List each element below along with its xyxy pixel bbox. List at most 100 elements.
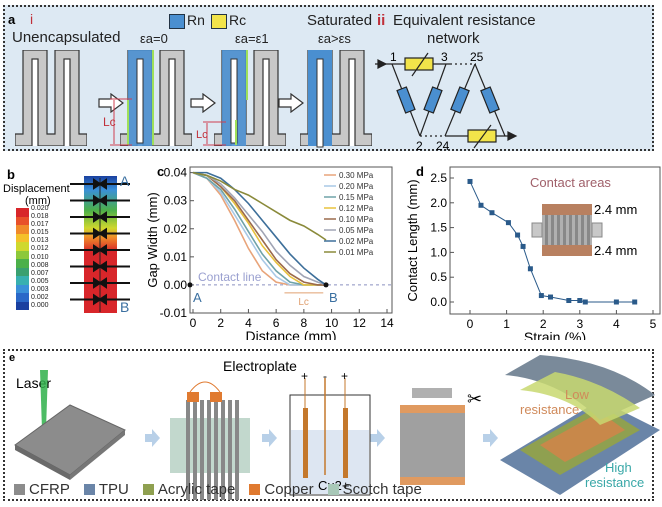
panel-a-drawing: Lc Lc: [0, 0, 518, 153]
panel-a-letter: a: [8, 12, 16, 27]
colorbar-tick: 0.015: [31, 229, 49, 237]
x-tick-label: 6: [273, 316, 280, 330]
meander-unencapsulated: [15, 50, 87, 147]
plot-frame: [449, 166, 661, 315]
electrode-sign: -: [323, 369, 327, 383]
y-tick-label: -0.01: [160, 306, 188, 320]
point-a-label: A: [193, 290, 202, 305]
x-tick-label: 2: [217, 316, 224, 330]
x-tick-label: 4: [245, 316, 252, 330]
legend-label: 0.12 MPa: [339, 204, 374, 213]
data-point: [613, 299, 619, 305]
material-legend: CFRP TPU Acrylic tape Copper Scotch tape: [14, 481, 422, 498]
colorbar-tick: 0.018: [31, 213, 49, 221]
high-resistance-label-1: High: [605, 460, 632, 475]
legend-label: Copper: [264, 481, 314, 498]
colorbar-tick: 0.003: [31, 285, 49, 293]
colorbar-segment: [16, 301, 29, 310]
data-point: [632, 299, 638, 305]
cfrp-plate: [14, 404, 126, 476]
legend-swatch: [327, 484, 339, 495]
data-point: [566, 298, 572, 304]
colorbar-segment: [16, 250, 29, 259]
colorbar-ticks: 0.020 0.018 0.017 0.015 0.013 0.012 0.010 0.008…: [31, 205, 49, 310]
data-point: [538, 293, 544, 299]
x-tick-label: 1: [503, 317, 510, 331]
colorbar: [16, 208, 29, 310]
node-1: 1: [390, 50, 397, 64]
x-axis-label: Distance (mm): [245, 328, 336, 340]
y-tick-label: 0.03: [164, 194, 188, 208]
legend-item: Copper: [249, 481, 314, 498]
series-line: [192, 171, 327, 286]
y-tick-label: 0.0: [430, 295, 447, 309]
panel-a-sub-ii: ii: [377, 12, 386, 29]
resistance-network: [375, 52, 518, 149]
x-tick-label: 12: [353, 316, 367, 330]
electroplate-bath: [289, 378, 371, 496]
stage-label-unencapsulated: Unencapsulated: [12, 29, 121, 46]
node-25: 25: [470, 50, 484, 64]
assembled-sensor: [500, 355, 660, 495]
y-tick-label: 0.00: [164, 278, 188, 292]
stage-label-saturated: εa>εs: [318, 31, 351, 46]
colorbar-tick: 0.020: [31, 205, 49, 212]
stage-label-strain-zero: εa=0: [140, 31, 168, 46]
panel-d-letter: d: [416, 164, 424, 179]
plated-electrode: [400, 388, 465, 485]
network-title-1: Equivalent resistance: [393, 12, 536, 29]
data-point: [582, 299, 588, 305]
legend-label: 0.10 MPa: [339, 215, 374, 224]
colorbar-tick: 0.005: [31, 277, 49, 285]
chart-d: 2.5 2.0 1.5 1.0 0.5 0.0 0 1 2 3 4 5 Strain (%) Contac…: [405, 166, 661, 340]
x-tick-label: 10: [325, 316, 339, 330]
colorbar-segment: [16, 267, 29, 276]
x-axis-label: Strain (%): [524, 329, 586, 340]
legend-label: Acrylic tape: [157, 481, 236, 498]
x-tick-label: 14: [380, 316, 394, 330]
legend-label: 0.05 MPa: [339, 226, 374, 235]
panel-e-drawing: + - + Cu2+ ✂: [14, 355, 660, 500]
data-point: [478, 202, 484, 208]
series-line: [192, 171, 327, 241]
legend-swatch: [249, 484, 261, 495]
flow-arrow-icon: [145, 429, 498, 447]
inset-contact-area: [542, 204, 592, 215]
electrode-sign: +: [341, 369, 348, 383]
colorbar-segment: [16, 225, 29, 234]
y-tick-label: 0.02: [164, 222, 188, 236]
x-tick-label: 2: [540, 317, 547, 331]
point-b-marker: [323, 282, 329, 288]
colorbar-title-1: Displacement: [3, 183, 70, 195]
panel-e-letter: e: [9, 352, 16, 364]
legend-label: 0.01 MPa: [339, 248, 374, 257]
colorbar-tick: 0.007: [31, 269, 49, 277]
lc-label: Lc: [103, 115, 116, 129]
legend-rc-label: Rc: [229, 12, 247, 28]
colorbar-segment: [16, 293, 29, 302]
x-tick-label: 4: [613, 317, 620, 331]
colorbar-tick: 0.002: [31, 294, 49, 302]
data-point: [515, 232, 521, 238]
x-tick-label: 8: [301, 316, 308, 330]
data-point: [527, 266, 533, 272]
low-resistance-label-2: resistance: [520, 402, 580, 417]
x-tick-label: 3: [576, 317, 583, 331]
arrow-icon: [191, 94, 215, 112]
scissors-icon: ✂: [467, 389, 482, 409]
series-line: [193, 171, 327, 286]
contact-line-label: Contact line: [198, 270, 262, 284]
colorbar-segment: [16, 233, 29, 242]
contour-arrows: [70, 178, 130, 312]
node-24: 24: [436, 139, 450, 153]
colorbar-tick: 0.010: [31, 253, 49, 261]
high-resistance-label-2: resistance: [585, 475, 645, 490]
panel-b-letter: b: [7, 167, 15, 182]
legend-item: Acrylic tape: [142, 481, 236, 498]
node-2: 2: [416, 139, 423, 153]
low-resistance-label-1: Low: [565, 387, 589, 402]
node-3: 3: [441, 50, 448, 64]
y-tick-label: 2.0: [430, 196, 447, 210]
y-tick-label: 0.5: [430, 270, 447, 284]
